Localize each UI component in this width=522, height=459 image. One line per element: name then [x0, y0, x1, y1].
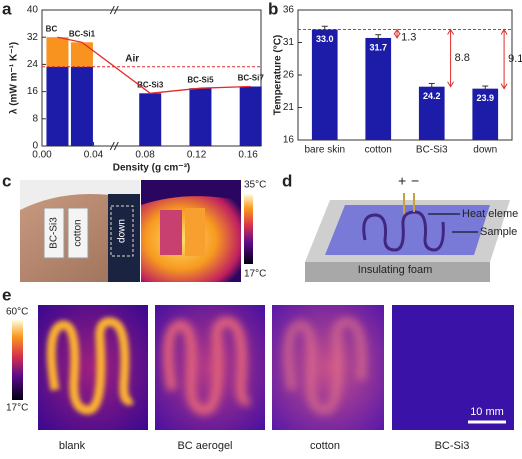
bar	[365, 37, 392, 141]
x-tick-label: 0.00	[32, 150, 52, 161]
y-tick-label: 31	[283, 37, 295, 48]
arrow-head	[393, 28, 401, 39]
trend-curve	[57, 36, 251, 94]
value-label: 23.9	[476, 93, 494, 103]
bar-label: BC-Si7	[238, 74, 265, 83]
heat-pattern	[46, 317, 135, 415]
bar	[239, 86, 262, 146]
arrow-head	[447, 28, 455, 88]
heat-pattern	[163, 316, 252, 416]
panel-label: b	[268, 0, 278, 18]
y-tick-label: 8	[32, 113, 38, 124]
y-axis-label: Temperature (°C)	[273, 35, 284, 116]
bar-below-air	[70, 66, 93, 146]
x-tick-label: 0.12	[187, 150, 207, 161]
x-tick-label: down	[473, 145, 497, 156]
value-label: 33.0	[316, 34, 334, 44]
y-tick-label: 16	[27, 86, 39, 97]
thermal-sample	[185, 208, 205, 256]
bar	[189, 88, 212, 146]
x-tick-label: 0.16	[238, 150, 258, 161]
callout: Insulating foam	[358, 264, 433, 276]
colorbar	[244, 194, 253, 264]
value-label: 31.7	[369, 42, 387, 52]
x-tick-label: BC-Si3	[416, 145, 448, 156]
difference-label: 1.3	[401, 31, 416, 43]
x-tick-label: cotton	[365, 145, 392, 156]
panel-label: e	[2, 285, 11, 304]
sample-label: cotton	[310, 440, 340, 452]
bar-label: BC-Si5	[187, 75, 214, 84]
heater-wire	[362, 210, 445, 252]
y-tick-label: 36	[283, 5, 295, 16]
sample-outline	[110, 205, 134, 257]
y-tick-label: 0	[32, 141, 38, 152]
colorbar-label: 60°C	[6, 307, 28, 318]
y-tick-label: 21	[283, 102, 295, 113]
colorbar	[12, 320, 23, 400]
colorbar-label: 17°C	[244, 269, 266, 280]
bar-above-air	[70, 42, 93, 67]
x-tick-label: 0.04	[84, 150, 104, 161]
panel-e: 60°C 17°C 10 mm blank BC aerogel cotton …	[6, 305, 514, 452]
panel-label: a	[2, 0, 12, 18]
thermal-image	[392, 305, 514, 430]
y-tick-label: 24	[27, 59, 39, 70]
y-tick-label: 26	[283, 70, 295, 81]
foam-side	[305, 262, 490, 282]
sample-label: BC-Si3	[49, 217, 60, 249]
thermal-sample	[160, 210, 182, 255]
scale-bar-label: 10 mm	[470, 406, 504, 418]
axis-break	[109, 141, 115, 151]
bar-label: BC	[46, 24, 58, 33]
value-label: 24.2	[423, 91, 441, 101]
callout: Sample	[480, 226, 517, 238]
sample	[43, 207, 65, 259]
plus: +	[398, 173, 406, 189]
heat-pattern	[283, 316, 367, 416]
panel-label: c	[2, 171, 11, 190]
difference-label: 9.1	[508, 53, 522, 65]
y-axis-label: λ (mW m⁻¹ K⁻¹)	[9, 42, 20, 114]
bar	[311, 29, 338, 140]
panel-d: + − Heat eleme Sample Insulating foam	[305, 173, 518, 282]
y-tick-label: 32	[27, 32, 39, 43]
bar-label: BC-Si1	[69, 29, 96, 38]
sample-label: down	[117, 219, 128, 243]
x-tick-label: 0.08	[135, 150, 155, 161]
y-tick-label: 16	[283, 135, 295, 146]
y-tick-label: 40	[27, 5, 39, 16]
sample	[67, 207, 89, 259]
bar	[139, 93, 162, 146]
sample-label: blank	[59, 440, 86, 452]
panel-label: d	[282, 171, 292, 190]
minus: −	[411, 173, 419, 189]
sleeve	[108, 194, 140, 282]
axis-break	[113, 5, 119, 15]
sample-label: BC-Si3	[435, 440, 470, 452]
colorbar-label: 17°C	[6, 403, 28, 414]
panel-c: BC-Si3 cotton down 35°C 17°C	[20, 180, 266, 282]
bar-above-air	[46, 37, 69, 67]
bar	[472, 88, 499, 140]
arrow-head	[500, 28, 508, 90]
x-axis-label: Density (g cm⁻³)	[113, 163, 191, 174]
bar-label: BC-Si3	[137, 80, 164, 89]
axis-break	[113, 141, 119, 151]
bar	[418, 86, 445, 140]
air-label: Air	[125, 53, 139, 64]
axis-break	[109, 5, 115, 15]
difference-label: 8.8	[455, 52, 470, 64]
x-tick-label: bare skin	[304, 145, 345, 156]
sample-label: BC aerogel	[177, 440, 232, 452]
sample-label: cotton	[73, 219, 84, 246]
colorbar-label: 35°C	[244, 180, 266, 191]
callout: Heat eleme	[462, 208, 518, 220]
bar-below-air	[46, 66, 69, 146]
